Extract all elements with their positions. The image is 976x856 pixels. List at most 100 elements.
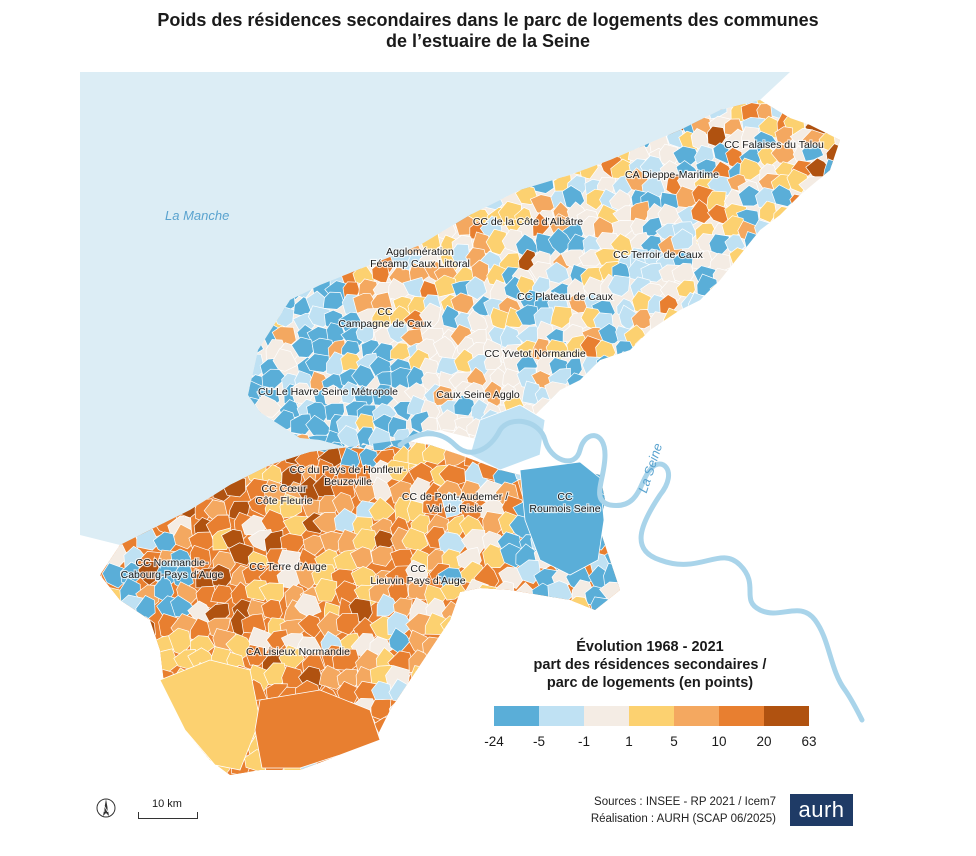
- territory-label-line: CC Plateau de Caux: [517, 291, 613, 303]
- territory-label-line: Lieuvin Pays d’Auge: [370, 575, 465, 587]
- commune-area: [821, 219, 840, 241]
- commune-area: [710, 293, 736, 317]
- commune-area: [174, 737, 198, 764]
- commune-area: [100, 600, 108, 626]
- commune-area: [805, 214, 828, 241]
- sea-area: [80, 72, 790, 545]
- territory-label-fecamp: Agglomération Fécamp Caux Littoral: [370, 246, 470, 270]
- commune-area: [100, 734, 111, 762]
- commune-area: [772, 278, 794, 303]
- legend-tick-label: -24: [484, 734, 504, 749]
- commune-area: [790, 327, 815, 346]
- commune-area: [517, 601, 540, 624]
- commune-area: [608, 461, 620, 486]
- commune-area: [808, 336, 829, 359]
- commune-area: [689, 357, 711, 378]
- commune-area: [612, 430, 633, 450]
- commune-area: [370, 545, 393, 567]
- commune-area: [628, 385, 651, 406]
- commune-area: [100, 754, 123, 775]
- scale-bar-label: 10 km: [152, 798, 182, 810]
- commune-area: [836, 340, 840, 360]
- commune-area: [704, 325, 731, 346]
- commune-area: [774, 126, 793, 146]
- commune-area: [118, 700, 146, 726]
- commune-area: [727, 427, 750, 450]
- territory-label-line: CC du Pays de Honfleur-: [290, 464, 407, 476]
- territory-label-pont-audemer: CC de Pont-Audemer / Val de Risle: [402, 491, 508, 515]
- commune-area: [580, 396, 604, 418]
- commune-area: [752, 350, 778, 374]
- commune-area: [770, 367, 794, 391]
- commune-area: [755, 428, 774, 447]
- commune-area: [774, 336, 798, 358]
- territory-label-line: Val de Risle: [427, 503, 482, 515]
- commune-area: [743, 384, 767, 405]
- commune-area: [789, 193, 813, 217]
- commune-area: [680, 412, 702, 435]
- territory-label-honfleur: CC du Pays de Honfleur-Beuzeville: [290, 464, 407, 488]
- commune-area: [400, 701, 429, 722]
- commune-area: [721, 320, 745, 348]
- commune-area: [822, 108, 840, 135]
- legend-swatch: [674, 706, 719, 726]
- territory-label-line: CC Yvetot Normandie: [484, 348, 586, 360]
- territory-label-line: CU Le Havre Seine Métropole: [258, 386, 398, 398]
- commune-area: [758, 445, 786, 450]
- commune-area: [105, 717, 129, 743]
- commune-area: [119, 650, 145, 674]
- commune-area: [607, 274, 631, 297]
- commune-area: [646, 326, 671, 350]
- commune-area: [601, 366, 623, 389]
- commune-area: [462, 703, 486, 728]
- commune-area: [823, 324, 840, 349]
- commune-area: [100, 749, 110, 775]
- commune-area: [140, 683, 164, 711]
- commune-area: [535, 752, 561, 775]
- commune-area: [769, 249, 792, 272]
- commune-area: [693, 381, 717, 406]
- commune-area: [391, 737, 416, 758]
- commune-area: [821, 289, 840, 314]
- commune-area: [818, 282, 838, 303]
- commune-area: [565, 388, 592, 406]
- commune-area: [119, 746, 150, 774]
- commune-area: [705, 381, 730, 403]
- commune-area: [835, 172, 840, 192]
- commune-area: [122, 737, 147, 760]
- commune-area: [155, 738, 177, 760]
- commune-area: [589, 445, 614, 469]
- commune-area: [726, 268, 750, 291]
- territory-label-caux-seine: Caux Seine Agglo: [436, 389, 520, 401]
- commune-area: [744, 231, 764, 255]
- commune-area: [801, 143, 824, 162]
- commune-area: [676, 340, 699, 360]
- commune-area: [726, 296, 748, 321]
- legend-tick-label: 63: [801, 734, 817, 749]
- commune-area: [738, 418, 762, 440]
- territory-label-line: CC de Pont-Audemer /: [402, 491, 508, 503]
- territory-label-roumois: CC Roumois Seine: [529, 491, 600, 515]
- commune-area: [818, 202, 840, 228]
- commune-area: [395, 715, 417, 747]
- commune-area: [692, 333, 714, 359]
- commune-area: [100, 646, 119, 673]
- commune-area: [803, 364, 827, 389]
- territory-label-lisieux: CA Lisieux Normandie: [246, 646, 350, 658]
- commune-area: [100, 670, 109, 695]
- commune-area: [464, 593, 487, 620]
- commune-area: [790, 100, 813, 117]
- commune-area: [592, 414, 617, 436]
- commune-area: [776, 100, 798, 105]
- territory-label-line: CA Lisieux Normandie: [246, 646, 350, 658]
- commune-area: [479, 598, 509, 625]
- commune-area: [756, 246, 779, 270]
- commune-area: [661, 371, 686, 393]
- commune-area: [445, 733, 468, 757]
- commune-area: [675, 325, 704, 350]
- commune-area: [819, 100, 840, 109]
- map-title: Poids des résidences secondaires dans le…: [0, 10, 976, 52]
- commune-area: [611, 443, 633, 450]
- territory-label-line: Fécamp Caux Littoral: [370, 258, 470, 270]
